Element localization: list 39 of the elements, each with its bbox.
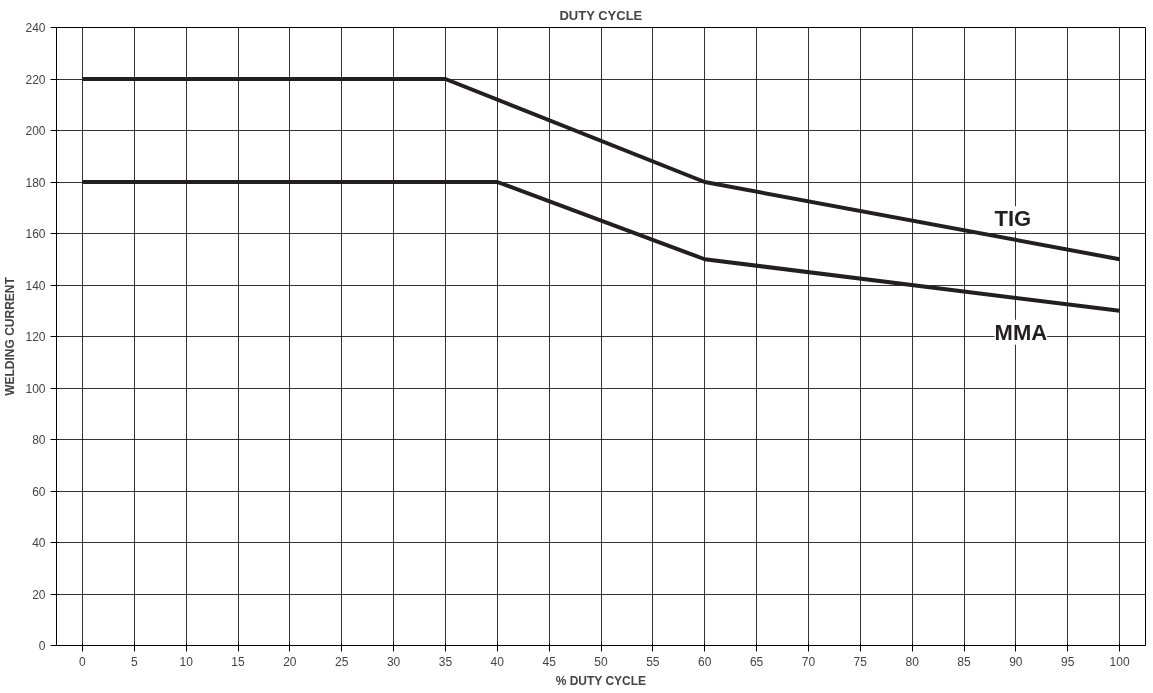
y-tick-label: 180	[25, 175, 46, 190]
series-label: TIG	[994, 206, 1032, 232]
y-tick-label: 200	[25, 124, 46, 138]
x-tick-label: 5	[130, 654, 138, 669]
y-tick-label: 40	[32, 536, 46, 550]
y-tick-label: 60	[32, 484, 46, 499]
x-tick-label: 20	[283, 654, 297, 669]
x-axis-title: % DUTY CYCLE	[555, 673, 647, 688]
x-tick-label: 40	[490, 654, 505, 669]
x-tick-label: 30	[386, 654, 401, 669]
x-tick-label: 85	[957, 654, 971, 669]
x-tick-label: 100	[1109, 654, 1130, 669]
x-tick-label: 70	[801, 654, 816, 669]
x-tick-label: 45	[542, 654, 557, 669]
x-tick-label: 15	[231, 654, 245, 669]
x-tick-label: 0	[79, 654, 87, 669]
x-tick-label: 55	[646, 654, 660, 669]
y-tick-label: 100	[25, 381, 46, 396]
y-axis-title: WELDING CURRENT	[3, 276, 18, 396]
x-tick-label: 65	[749, 654, 764, 669]
y-tick-label: 120	[25, 330, 46, 344]
y-tick-label: 220	[25, 72, 46, 87]
y-tick-label: 160	[25, 227, 46, 241]
x-tick-label: 25	[335, 654, 349, 669]
x-tick-label: 50	[594, 654, 608, 669]
x-tick-label: 35	[438, 654, 453, 669]
y-tick-label: 140	[25, 278, 46, 293]
y-tick-label: 80	[32, 433, 46, 447]
x-tick-label: 95	[1061, 654, 1075, 669]
chart-title: DUTY CYCLE	[559, 7, 643, 23]
x-tick-label: 90	[1009, 654, 1023, 669]
x-tick-label: 60	[698, 654, 712, 669]
x-tick-label: 75	[853, 654, 868, 669]
y-tick-label: 0	[38, 639, 46, 653]
x-tick-label: 10	[179, 654, 194, 669]
y-tick-label: 240	[25, 21, 46, 35]
series-label: MMA	[994, 319, 1048, 345]
x-tick-label: 80	[905, 654, 920, 669]
y-tick-label: 20	[32, 587, 46, 602]
